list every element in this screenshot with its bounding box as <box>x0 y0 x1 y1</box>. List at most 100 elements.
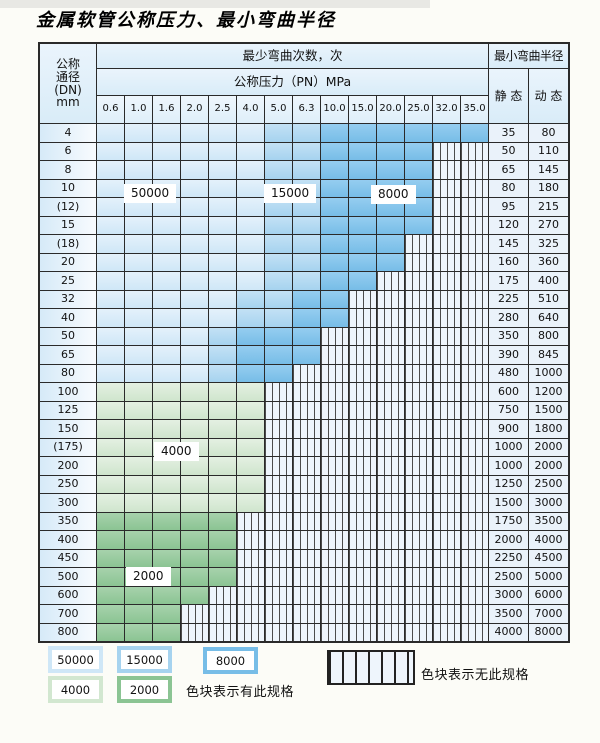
no-spec-cell <box>265 605 292 623</box>
static-value-cell: 3000 <box>489 586 528 604</box>
no-spec-cell <box>405 235 432 253</box>
no-spec-cell <box>433 272 460 290</box>
spec-cell-b8 <box>405 216 432 234</box>
no-spec-cell <box>349 586 376 604</box>
spec-cell-b50 <box>181 364 208 382</box>
spec-cell-b50 <box>209 216 236 234</box>
spec-cell-g2 <box>153 623 180 641</box>
spec-cell-g4 <box>153 494 180 512</box>
no-spec-cell <box>461 161 488 179</box>
no-spec-cell <box>405 327 432 345</box>
no-spec-cell <box>433 253 460 271</box>
nominal-pressure-header: 公称压力（PN）MPa <box>97 69 488 95</box>
spec-cell-b50 <box>153 309 180 327</box>
dn-cell-8: 8 <box>40 161 96 179</box>
static-value-cell: 225 <box>489 290 528 308</box>
no-spec-cell <box>349 290 376 308</box>
spec-cell-g4 <box>237 383 264 401</box>
no-spec-cell <box>293 383 320 401</box>
spec-cell-b15 <box>265 142 292 160</box>
no-spec-cell <box>405 420 432 438</box>
spec-cell-b8 <box>321 272 348 290</box>
no-spec-cell <box>181 605 208 623</box>
spec-cell-g2 <box>209 549 236 567</box>
no-spec-cell <box>321 457 348 475</box>
spec-cell-g4 <box>209 383 236 401</box>
no-spec-cell <box>265 512 292 530</box>
dn-cell-10: 10 <box>40 179 96 197</box>
dn-cell-600: 600 <box>40 586 96 604</box>
no-spec-cell <box>405 309 432 327</box>
dn-cell-700: 700 <box>40 605 96 623</box>
static-value-cell: 350 <box>489 327 528 345</box>
no-spec-cell <box>433 401 460 419</box>
spec-cell-b50 <box>153 327 180 345</box>
static-value-cell: 600 <box>489 383 528 401</box>
spec-cell-g2 <box>97 623 124 641</box>
dynamic-value-cell: 80 <box>529 124 568 142</box>
no-spec-cell <box>433 420 460 438</box>
spec-cell-g4 <box>153 383 180 401</box>
legend-swatch-4000: 4000 <box>48 676 103 703</box>
static-value-cell: 80 <box>489 179 528 197</box>
legend-swatch-2000: 2000 <box>117 676 172 703</box>
spec-cell-g4 <box>181 457 208 475</box>
no-spec-cell <box>461 623 488 641</box>
no-spec-cell <box>405 531 432 549</box>
spec-cell-g4 <box>125 401 152 419</box>
no-spec-cell <box>181 623 208 641</box>
no-spec-cell <box>461 290 488 308</box>
static-value-cell: 280 <box>489 309 528 327</box>
no-spec-cell <box>405 549 432 567</box>
spec-cell-b15 <box>265 235 292 253</box>
no-spec-cell <box>321 586 348 604</box>
pressure-col-4.0: 4.0 <box>237 96 264 123</box>
no-spec-cell <box>405 512 432 530</box>
no-spec-cell <box>433 475 460 493</box>
spec-cell-b50 <box>181 198 208 216</box>
spec-cell-b8 <box>321 179 348 197</box>
no-spec-cell <box>293 420 320 438</box>
spec-cell-g2 <box>97 605 124 623</box>
spec-cell-b8 <box>321 198 348 216</box>
spec-cell-b50 <box>153 124 180 142</box>
spec-cell-b50 <box>97 198 124 216</box>
spec-cell-b15 <box>293 124 320 142</box>
no-spec-cell <box>321 364 348 382</box>
no-spec-cell <box>377 568 404 586</box>
spec-cell-b8 <box>321 290 348 308</box>
dynamic-value-cell: 4000 <box>529 531 568 549</box>
spec-cell-b50 <box>153 235 180 253</box>
dn-cell-40: 40 <box>40 309 96 327</box>
spec-cell-b50 <box>209 290 236 308</box>
spec-cell-g2 <box>181 531 208 549</box>
spec-cell-b8 <box>321 142 348 160</box>
pressure-col-6.3: 6.3 <box>293 96 320 123</box>
dn-cell-200: 200 <box>40 457 96 475</box>
dn-cell-125: 125 <box>40 401 96 419</box>
spec-cell-g4 <box>209 457 236 475</box>
spec-cell-b8 <box>377 124 404 142</box>
dn-cell-350: 350 <box>40 512 96 530</box>
static-value-cell: 175 <box>489 272 528 290</box>
spec-cell-g4 <box>125 383 152 401</box>
region-label-8000: 8000 <box>371 185 416 204</box>
no-spec-cell <box>405 383 432 401</box>
pressure-col-1.0: 1.0 <box>125 96 152 123</box>
no-spec-cell <box>265 549 292 567</box>
no-spec-cell <box>433 549 460 567</box>
spec-cell-b50 <box>209 309 236 327</box>
spec-cell-b50 <box>97 272 124 290</box>
no-spec-cell <box>405 475 432 493</box>
spec-cell-b8 <box>321 309 348 327</box>
scan-edge-strip <box>0 0 430 8</box>
dynamic-value-cell: 1200 <box>529 383 568 401</box>
legend-swatch-8000: 8000 <box>203 647 258 674</box>
bend-radius-header: 最小弯曲半径 <box>489 44 568 68</box>
spec-cell-b50 <box>209 253 236 271</box>
spec-cell-b50 <box>181 272 208 290</box>
no-spec-cell <box>405 494 432 512</box>
no-spec-cell <box>433 383 460 401</box>
dn-cell-4: 4 <box>40 124 96 142</box>
